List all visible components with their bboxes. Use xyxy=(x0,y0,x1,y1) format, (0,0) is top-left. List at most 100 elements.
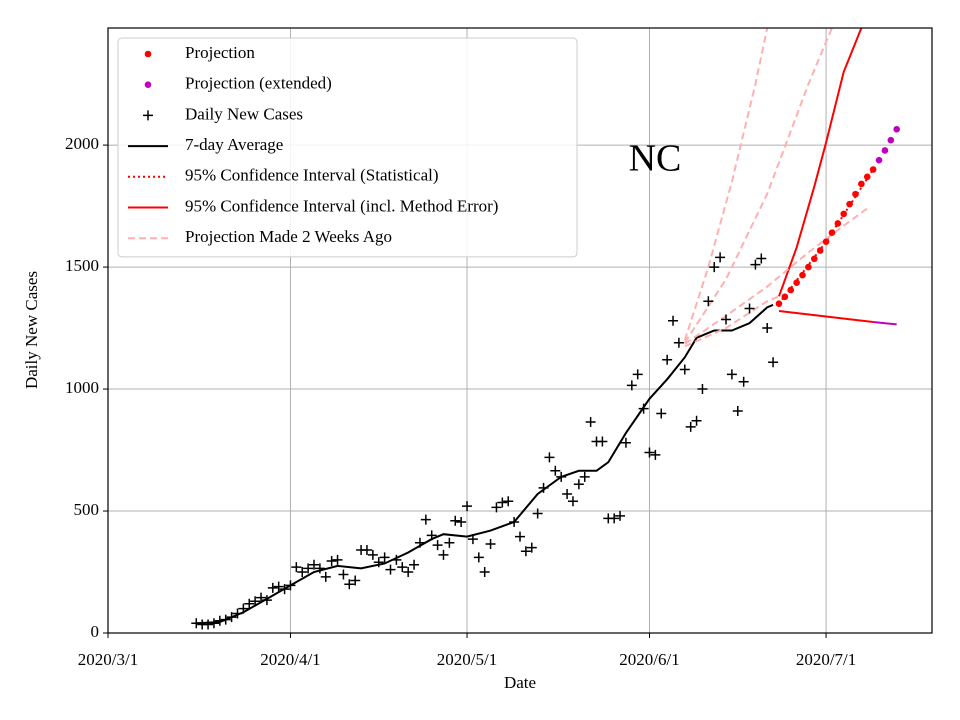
data-point xyxy=(520,546,531,557)
data-point xyxy=(567,496,578,507)
data-point xyxy=(544,452,555,463)
data-point xyxy=(644,447,655,458)
data-point xyxy=(597,436,608,447)
data-point xyxy=(562,488,573,499)
data-point xyxy=(869,166,877,173)
data-point xyxy=(721,314,731,325)
data-point xyxy=(756,253,767,264)
data-point xyxy=(256,592,267,603)
data-point xyxy=(732,406,743,417)
data-point xyxy=(279,584,290,595)
data-point xyxy=(834,220,842,227)
data-point xyxy=(250,596,261,607)
data-point xyxy=(220,614,231,625)
data-point xyxy=(638,403,649,414)
legend-label: 7-day Average xyxy=(185,135,283,154)
data-point xyxy=(238,603,249,614)
data-point xyxy=(309,559,319,570)
x-tick-label: 2020/6/1 xyxy=(619,650,679,669)
data-point xyxy=(738,376,749,387)
legend-marker xyxy=(143,110,153,121)
data-point xyxy=(420,514,431,525)
legend-marker xyxy=(144,81,152,88)
data-point xyxy=(762,323,773,334)
data-point xyxy=(793,279,800,286)
data-point xyxy=(320,571,331,582)
data-point xyxy=(805,263,812,271)
data-point xyxy=(620,437,631,448)
data-point xyxy=(615,510,626,521)
data-point xyxy=(515,531,525,542)
x-tick-label: 2020/5/1 xyxy=(437,650,497,669)
x-tick-label: 2020/4/1 xyxy=(260,650,320,669)
plot-area xyxy=(191,28,900,630)
legend-box xyxy=(117,37,578,258)
data-point xyxy=(397,562,408,573)
legend-label: Projection Made 2 Weeks Ago xyxy=(185,227,392,246)
data-point xyxy=(409,559,420,570)
data-point xyxy=(750,259,761,270)
data-point xyxy=(208,618,219,629)
data-point xyxy=(485,538,496,549)
data-point xyxy=(503,496,514,507)
axes-frame xyxy=(107,27,933,634)
legend-label: Projection (extended) xyxy=(185,74,332,93)
data-point xyxy=(691,415,702,426)
data-point xyxy=(332,554,343,565)
data-point xyxy=(467,534,478,545)
series-line xyxy=(683,28,769,341)
data-point xyxy=(662,354,673,365)
data-point xyxy=(840,210,848,218)
x-tick-label: 2020/3/1 xyxy=(78,650,138,669)
y-tick-label: 0 xyxy=(91,622,100,641)
data-point xyxy=(550,465,561,476)
data-point xyxy=(656,408,667,419)
data-point xyxy=(303,563,314,574)
data-point xyxy=(479,567,490,578)
data-point xyxy=(685,421,696,432)
data-point xyxy=(893,125,900,133)
data-point xyxy=(852,190,859,198)
data-point xyxy=(473,552,484,563)
data-point xyxy=(810,255,818,263)
data-point xyxy=(385,564,396,575)
data-point xyxy=(438,549,449,560)
legend: Projection Projection (extended) Daily New… xyxy=(117,37,578,258)
data-point xyxy=(781,293,789,301)
chart-title: NC xyxy=(629,138,682,180)
legend-label: Projection xyxy=(185,43,255,62)
series-line xyxy=(684,295,780,348)
data-point xyxy=(881,147,889,154)
data-point xyxy=(344,579,355,590)
legend-label: Daily New Cases xyxy=(185,104,303,123)
data-point xyxy=(379,552,390,563)
data-point xyxy=(414,537,425,548)
data-point xyxy=(226,612,237,623)
data-point xyxy=(573,479,584,490)
data-point xyxy=(609,513,620,524)
data-point xyxy=(538,482,549,493)
data-point xyxy=(709,262,720,273)
data-point xyxy=(828,229,836,236)
series-line xyxy=(873,320,897,326)
series-line xyxy=(778,309,874,323)
data-point xyxy=(491,502,502,513)
data-point xyxy=(715,252,726,263)
data-point xyxy=(350,575,361,586)
data-point xyxy=(462,501,473,512)
data-point xyxy=(585,416,596,427)
y-tick-label: 2000 xyxy=(65,134,99,153)
data-point xyxy=(444,537,455,548)
data-point xyxy=(214,615,225,626)
data-point xyxy=(787,286,795,294)
data-point xyxy=(703,296,714,307)
data-point xyxy=(673,337,684,348)
data-point xyxy=(858,180,865,188)
legend-label: 95% Confidence Interval (incl. Method Er… xyxy=(185,196,498,215)
data-point xyxy=(291,562,302,573)
axes: 2020/3/1 2020/4/1 2020/5/1 2020/6/1 2020/7/1… xyxy=(65,134,856,669)
data-point xyxy=(391,554,402,565)
data-point xyxy=(367,549,378,560)
data-point xyxy=(526,542,537,553)
